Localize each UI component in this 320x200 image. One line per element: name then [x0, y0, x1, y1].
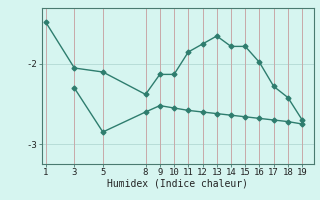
X-axis label: Humidex (Indice chaleur): Humidex (Indice chaleur) [107, 179, 248, 189]
